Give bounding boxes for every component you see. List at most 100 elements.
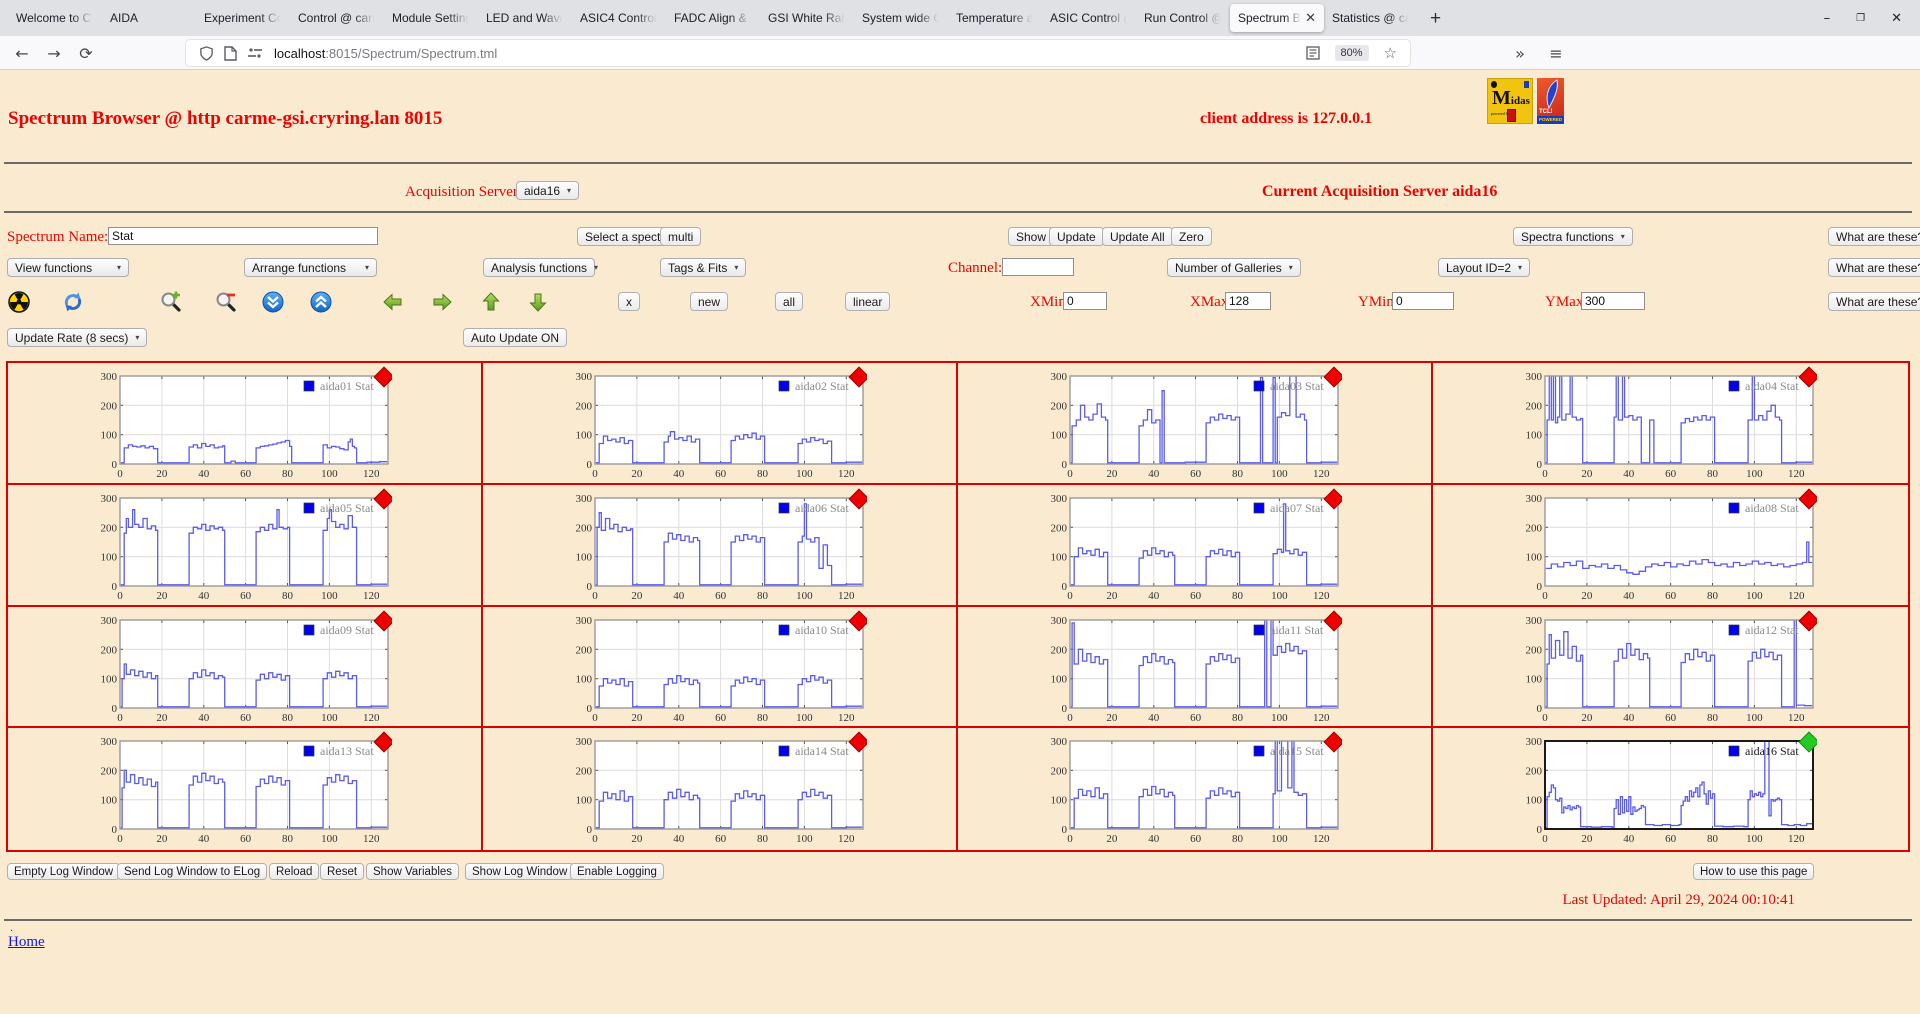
spectrum-chart-aida11[interactable]: 0 100 200 300 0 20 40 60 80 100 120 aida11 Stat	[1042, 608, 1342, 727]
what-are-these-button-2[interactable]: What are these?	[1828, 258, 1920, 277]
spectrum-chart-aida03[interactable]: 0 100 200 300 0 20 40 60 80 100 120 aida03 Stat	[1042, 364, 1342, 483]
spectrum-chart-aida16[interactable]: 0 100 200 300 0 20 40 60 80 100 120 aida16 Stat	[1517, 729, 1817, 848]
footer-button-reset[interactable]: Reset	[320, 863, 365, 880]
spectrum-cell-aida09[interactable]: 0 100 200 300 0 20 40 60 80 100 120 aida09 Stat	[8, 606, 483, 729]
spectrum-chart-aida04[interactable]: 0 100 200 300 0 20 40 60 80 100 120 aida04 Stat	[1517, 364, 1817, 483]
spectrum-chart-aida06[interactable]: 0 100 200 300 0 20 40 60 80 100 120 aida06 Stat	[567, 486, 867, 605]
spectrum-chart-aida14[interactable]: 0 100 200 300 0 20 40 60 80 100 120 aida14 Stat	[567, 729, 867, 848]
tcl-logo[interactable]: TCL! POWERED	[1537, 78, 1564, 124]
red-diamond-status-icon[interactable]	[1323, 366, 1342, 388]
minimize-icon[interactable]: –	[1823, 10, 1831, 26]
bookmark-star-icon[interactable]: ☆	[1383, 44, 1397, 62]
spectrum-cell-aida01[interactable]: 0 100 200 300 0 20 40 60 80 100 120 aida01 Stat	[8, 363, 483, 485]
zoom-out-icon[interactable]	[215, 291, 237, 313]
what-are-these-button-1[interactable]: What are these?	[1828, 227, 1920, 246]
red-diamond-status-icon[interactable]	[373, 731, 392, 753]
browser-tab-5[interactable]: Module Setting	[384, 4, 478, 32]
view-functions-dropdown[interactable]: View functions ▾	[7, 258, 129, 277]
midas-logo[interactable]: Midas powered by	[1487, 78, 1533, 124]
browser-tab-2[interactable]: AIDA	[102, 4, 196, 32]
scroll-up-icon[interactable]	[310, 291, 332, 313]
spectrum-chart-aida15[interactable]: 0 100 200 300 0 20 40 60 80 100 120 aida15 Stat	[1042, 729, 1342, 848]
spectrum-chart-aida01[interactable]: 0 100 200 300 0 20 40 60 80 100 120 aida01 Stat	[92, 364, 392, 483]
spectrum-chart-aida02[interactable]: 0 100 200 300 0 20 40 60 80 100 120 aida02 Stat	[567, 364, 867, 483]
zoom-in-icon[interactable]	[160, 291, 182, 313]
auto-update-button[interactable]: Auto Update ON	[463, 328, 568, 347]
zoom-level-indicator[interactable]: 80%	[1334, 45, 1369, 61]
spectrum-chart-aida12[interactable]: 0 100 200 300 0 20 40 60 80 100 120 aida12 Stat	[1517, 608, 1817, 727]
footer-button-reload[interactable]: Reload	[269, 863, 320, 880]
refresh-icon[interactable]	[62, 291, 84, 313]
x-scale-button[interactable]: x	[618, 292, 640, 311]
linear-button[interactable]: linear	[845, 292, 891, 311]
spectrum-cell-aida14[interactable]: 0 100 200 300 0 20 40 60 80 100 120 aida14 Stat	[483, 728, 958, 850]
browser-tab-11[interactable]: Temperature a	[948, 4, 1042, 32]
close-icon[interactable]: ✕	[1891, 10, 1902, 26]
spectrum-chart-aida10[interactable]: 0 100 200 300 0 20 40 60 80 100 120 aida10 Stat	[567, 608, 867, 727]
spectrum-cell-aida05[interactable]: 0 100 200 300 0 20 40 60 80 100 120 aida05 Stat	[8, 484, 483, 607]
spectrum-chart-aida08[interactable]: 0 100 200 300 0 20 40 60 80 100 120 aida08 Stat	[1517, 486, 1817, 605]
footer-button-empty-log-window[interactable]: Empty Log Window	[7, 863, 121, 880]
shield-icon[interactable]	[199, 45, 214, 61]
acquisition-server-select[interactable]: aida16 ▾	[516, 181, 580, 200]
spectrum-cell-aida10[interactable]: 0 100 200 300 0 20 40 60 80 100 120 aida10 Stat	[483, 606, 958, 729]
analysis-functions-dropdown[interactable]: Analysis functions ▾	[483, 258, 598, 277]
red-diamond-status-icon[interactable]	[848, 366, 867, 388]
spectrum-chart-aida05[interactable]: 0 100 200 300 0 20 40 60 80 100 120 aida05 Stat	[92, 486, 392, 605]
spectrum-cell-aida04[interactable]: 0 100 200 300 0 20 40 60 80 100 120 aida04 Stat	[1433, 363, 1908, 485]
spectrum-chart-aida07[interactable]: 0 100 200 300 0 20 40 60 80 100 120 aida07 Stat	[1042, 486, 1342, 605]
page-info-icon[interactable]	[224, 45, 237, 61]
forward-icon[interactable]: →	[47, 43, 61, 63]
new-button[interactable]: new	[690, 292, 729, 311]
layout-id-dropdown[interactable]: Layout ID=2 ▾	[1438, 258, 1531, 277]
browser-tab-9[interactable]: GSI White Rab	[760, 4, 854, 32]
number-of-galleries-dropdown[interactable]: Number of Galleries ▾	[1167, 258, 1301, 277]
browser-tab-7[interactable]: ASIC4 Control	[572, 4, 666, 32]
spectra-functions-dropdown[interactable]: Spectra functions ▾	[1513, 227, 1633, 246]
browser-tab-6[interactable]: LED and Wave	[478, 4, 572, 32]
footer-button-show-log-window[interactable]: Show Log Window	[465, 863, 575, 880]
browser-tab-12[interactable]: ASIC Control (	[1042, 4, 1136, 32]
new-tab-button[interactable]: +	[1430, 7, 1442, 29]
arrange-functions-dropdown[interactable]: Arrange functions ▾	[244, 258, 377, 277]
update-rate-dropdown[interactable]: Update Rate (8 secs) ▾	[7, 328, 148, 347]
red-diamond-status-icon[interactable]	[373, 366, 392, 388]
arrow-down-icon[interactable]	[527, 291, 549, 313]
arrow-up-icon[interactable]	[480, 291, 502, 313]
browser-tab-4[interactable]: Control @ carr	[290, 4, 384, 32]
xmax-input[interactable]: 128	[1225, 292, 1271, 310]
radiation-icon[interactable]	[8, 291, 30, 313]
red-diamond-status-icon[interactable]	[1798, 488, 1817, 510]
scroll-down-icon[interactable]	[262, 291, 284, 313]
multi-button[interactable]: multi	[660, 227, 702, 246]
spectrum-cell-aida16[interactable]: 0 100 200 300 0 20 40 60 80 100 120 aida16 Stat	[1433, 728, 1908, 850]
spectrum-cell-aida06[interactable]: 0 100 200 300 0 20 40 60 80 100 120 aida06 Stat	[483, 484, 958, 607]
ymax-input[interactable]: 300	[1581, 292, 1645, 310]
maximize-icon[interactable]: ❐	[1856, 12, 1866, 24]
spectrum-cell-aida03[interactable]: 0 100 200 300 0 20 40 60 80 100 120 aida03 Stat	[958, 363, 1433, 485]
zero-button[interactable]: Zero	[1171, 227, 1212, 246]
spectrum-chart-aida13[interactable]: 0 100 200 300 0 20 40 60 80 100 120 aida13 Stat	[92, 729, 392, 848]
browser-tab-14[interactable]: Spectrum Br ✕	[1230, 4, 1324, 32]
red-diamond-status-icon[interactable]	[848, 731, 867, 753]
footer-button-enable-logging[interactable]: Enable Logging	[570, 863, 664, 880]
red-diamond-status-icon[interactable]	[373, 609, 392, 632]
red-diamond-status-icon[interactable]	[848, 488, 867, 510]
url-text[interactable]: localhost:8015/Spectrum/Spectrum.tml	[274, 46, 497, 61]
arrow-right-icon[interactable]	[431, 291, 453, 313]
browser-tab-8[interactable]: FADC Align & C	[666, 4, 760, 32]
browser-tab-15[interactable]: Statistics @ ca	[1324, 4, 1418, 32]
show-button[interactable]: Show	[1008, 227, 1055, 246]
what-are-these-button-3[interactable]: What are these?	[1828, 292, 1920, 311]
red-diamond-status-icon[interactable]	[1798, 609, 1817, 632]
spectrum-chart-aida09[interactable]: 0 100 200 300 0 20 40 60 80 100 120 aida09 Stat	[92, 608, 392, 727]
footer-button-send-log-window-to-elog[interactable]: Send Log Window to ELog	[117, 863, 268, 880]
tab-close-icon[interactable]: ✕	[1305, 10, 1316, 25]
url-bar[interactable]: localhost:8015/Spectrum/Spectrum.tml 80%…	[186, 40, 1410, 66]
xmin-input[interactable]: 0	[1063, 292, 1107, 310]
how-to-use-button[interactable]: How to use this page	[1693, 863, 1815, 880]
spectrum-cell-aida07[interactable]: 0 100 200 300 0 20 40 60 80 100 120 aida07 Stat	[958, 484, 1433, 607]
footer-button-show-variables[interactable]: Show Variables	[366, 863, 460, 880]
red-diamond-status-icon[interactable]	[848, 609, 867, 632]
permissions-icon[interactable]	[247, 47, 263, 59]
